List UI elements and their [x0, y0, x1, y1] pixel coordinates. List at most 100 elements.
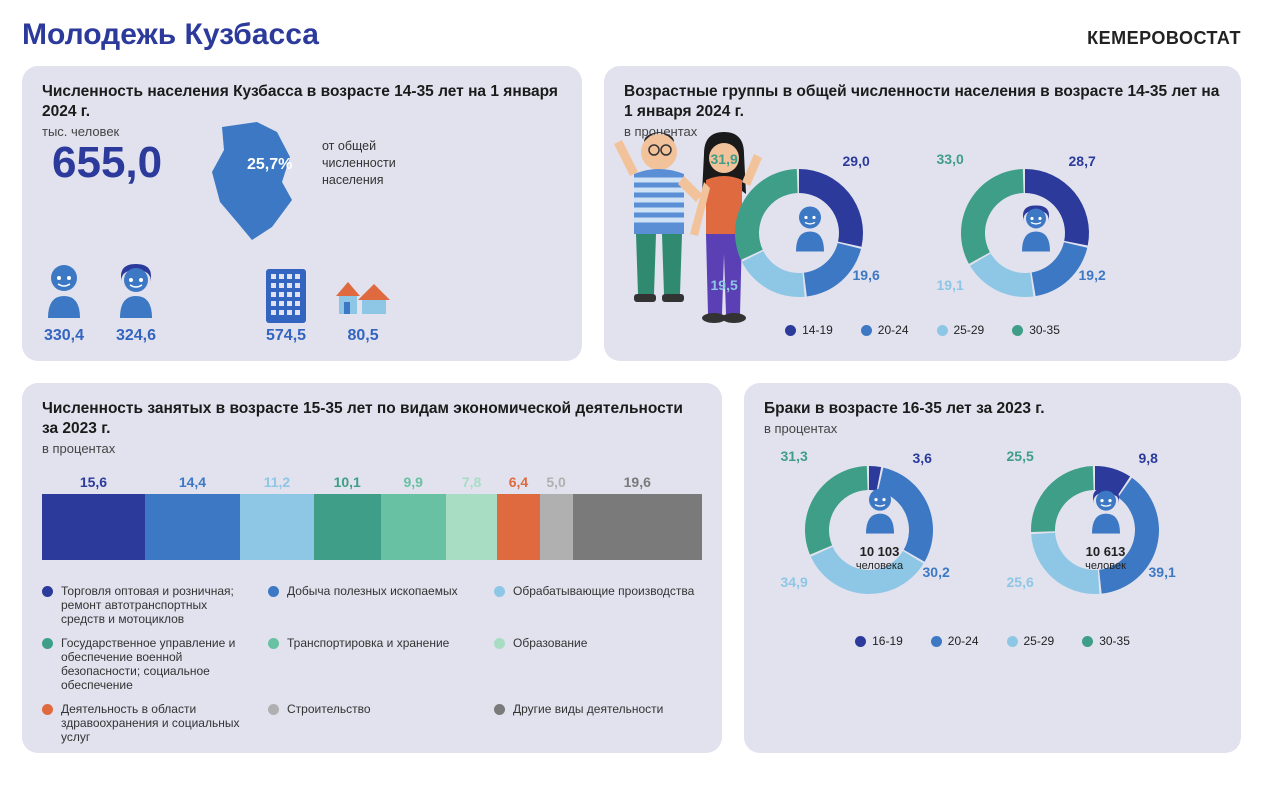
donut-value: 3,6 [913, 450, 932, 466]
card-marriages: Браки в возрасте 16-35 лет за 2023 г. в … [744, 383, 1241, 753]
bar-segment: 9,9 [381, 494, 446, 560]
legend-label: 25-29 [954, 323, 985, 337]
population-total: 655,0 [52, 138, 162, 188]
legend-item: 25-29 [1007, 634, 1055, 648]
urban-icon [266, 269, 306, 323]
swatch-icon [494, 638, 505, 649]
card4-title: Браки в возрасте 16-35 лет за 2023 г. [764, 399, 1221, 419]
donut-value: 34,9 [781, 574, 808, 590]
legend-label: 25-29 [1024, 634, 1055, 648]
bar-segment: 15,6 [42, 494, 145, 560]
region-map-icon [202, 122, 312, 242]
donut-male: 10 103человека3,630,234,931,3 [785, 446, 975, 616]
swatch-icon [937, 325, 948, 336]
donut-value: 19,6 [853, 267, 880, 283]
legend-item: 14-19 [785, 323, 833, 337]
donut-female: 28,719,219,133,0 [941, 149, 1131, 319]
legend-label: 16-19 [872, 634, 903, 648]
legend-label: 14-19 [802, 323, 833, 337]
donut-value: 29,0 [843, 153, 870, 169]
legend-item: 20-24 [931, 634, 979, 648]
swatch-icon [42, 638, 53, 649]
legend-item: 30-35 [1082, 634, 1130, 648]
bar-value: 9,9 [403, 474, 422, 490]
bar-segment: 7,8 [446, 494, 497, 560]
donut-value: 39,1 [1149, 564, 1176, 580]
swatch-icon [931, 636, 942, 647]
bar-value: 7,8 [462, 474, 481, 490]
bar-segment: 19,6 [573, 494, 702, 560]
legend-item: 30-35 [1012, 323, 1060, 337]
swatch-icon [268, 586, 279, 597]
bar-value: 11,2 [264, 474, 290, 490]
donut-value: 30,2 [923, 564, 950, 580]
donut-value: 31,9 [711, 151, 738, 167]
swatch-icon [494, 704, 505, 715]
donut-value: 25,6 [1007, 574, 1034, 590]
legend-label: Государственное управление и обеспечение… [61, 636, 250, 692]
donut-value: 31,3 [781, 448, 808, 464]
legend-item: Обрабатывающие производства [494, 584, 702, 626]
card-employment: Численность занятых в возрасте 15-35 лет… [22, 383, 722, 753]
swatch-icon [268, 638, 279, 649]
bar-segment: 10,1 [314, 494, 381, 560]
legend-item: Образование [494, 636, 702, 692]
legend-item: Торговля оптовая и розничная; ремонт авт… [42, 584, 250, 626]
legend-label: 20-24 [948, 634, 979, 648]
card3-title: Численность занятых в возрасте 15-35 лет… [42, 399, 702, 439]
bar-value: 14,4 [179, 474, 206, 490]
legend-label: Торговля оптовая и розничная; ремонт авт… [61, 584, 250, 626]
donut-male: 29,019,619,531,9 [715, 149, 905, 319]
legend-label: Другие виды деятельности [513, 702, 663, 716]
donut-center-text: 10 103человека [856, 545, 903, 573]
bar-value: 5,0 [546, 474, 565, 490]
swatch-icon [268, 704, 279, 715]
legend-item: 25-29 [937, 323, 985, 337]
donut-value: 33,0 [937, 151, 964, 167]
swatch-icon [1012, 325, 1023, 336]
swatch-icon [1082, 636, 1093, 647]
male-icon [42, 264, 86, 318]
legend-item: Другие виды деятельности [494, 702, 702, 744]
legend-item: Транспортировка и хранение [268, 636, 476, 692]
population-share-label: от общейчисленностинаселения [322, 138, 396, 189]
female-icon [1087, 488, 1125, 539]
male-count: 330,4 [42, 327, 86, 345]
swatch-icon [785, 325, 796, 336]
female-count: 324,6 [114, 327, 158, 345]
bar-value: 6,4 [509, 474, 528, 490]
legend-item: 20-24 [861, 323, 909, 337]
female-icon [1017, 206, 1055, 257]
stacked-bar: 15,614,411,210,19,97,86,45,019,6 [42, 494, 702, 560]
bar-segment: 11,2 [240, 494, 314, 560]
legend-label: 20-24 [878, 323, 909, 337]
card4-sub: в процентах [764, 421, 1221, 436]
swatch-icon [1007, 636, 1018, 647]
population-share: 25,7% [247, 156, 292, 174]
legend-label: Деятельность в области здравоохранения и… [61, 702, 250, 744]
legend-label: Образование [513, 636, 587, 650]
donut-value: 25,5 [1007, 448, 1034, 464]
page-title: Молодежь Кузбасса [22, 18, 319, 52]
male-icon [861, 488, 899, 539]
bar-segment: 14,4 [145, 494, 240, 560]
legend-item: Строительство [268, 702, 476, 744]
legend-label: Обрабатывающие производства [513, 584, 694, 598]
legend-item: Деятельность в области здравоохранения и… [42, 702, 250, 744]
bar-segment: 5,0 [540, 494, 573, 560]
donut-value: 19,1 [937, 277, 964, 293]
bar-value: 15,6 [80, 474, 107, 490]
urban-count: 574,5 [266, 327, 306, 345]
legend-label: 30-35 [1029, 323, 1060, 337]
donut-center-text: 10 613человек [1085, 545, 1126, 573]
donut-value: 19,2 [1079, 267, 1106, 283]
bar-value: 10,1 [334, 474, 361, 490]
legend-item: Добыча полезных ископаемых [268, 584, 476, 626]
swatch-icon [42, 586, 53, 597]
donut-female: 10 613человек9,839,125,625,5 [1011, 446, 1201, 616]
female-icon [114, 264, 158, 318]
card2-title: Возрастные группы в общей численности на… [624, 82, 1221, 122]
legend-label: Добыча полезных ископаемых [287, 584, 458, 598]
legend-item: 16-19 [855, 634, 903, 648]
legend-label: Строительство [287, 702, 371, 716]
